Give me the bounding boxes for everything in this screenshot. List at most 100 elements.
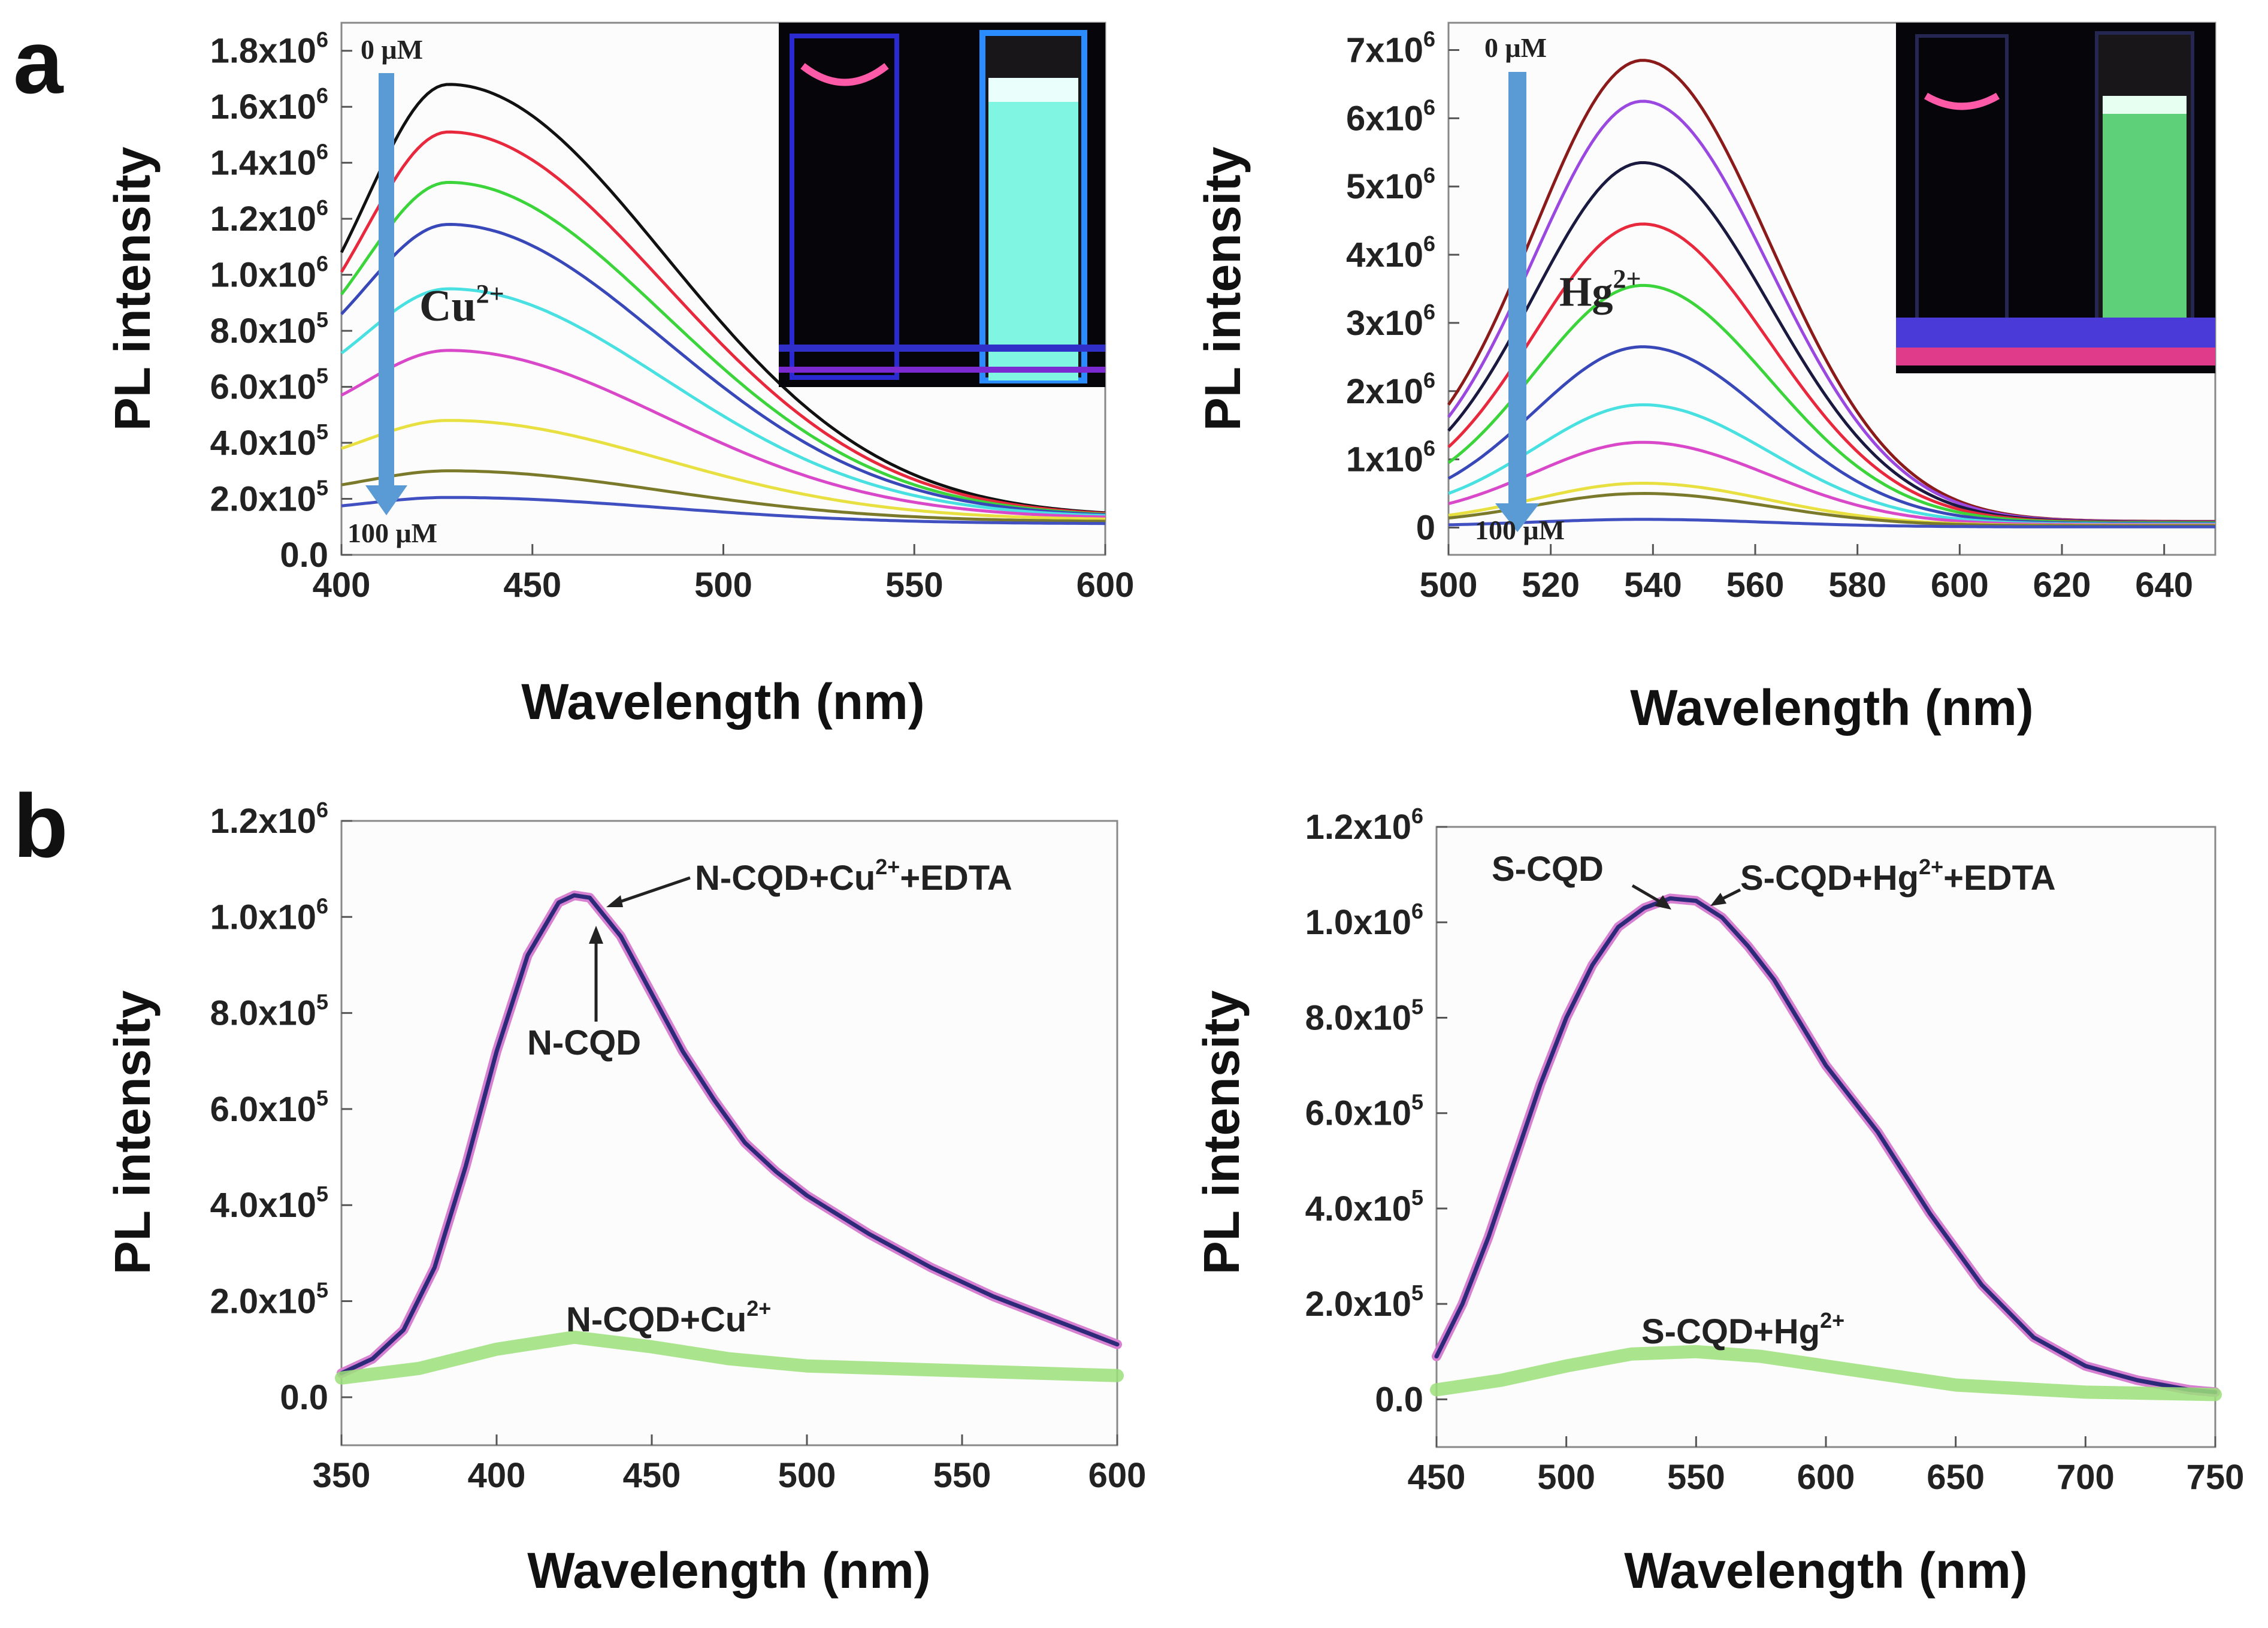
x-axis-title: Wavelength (nm) [1630, 679, 2034, 736]
x-tick-label: 700 [2057, 1458, 2115, 1497]
y-tick-label: 1.8x106 [210, 28, 328, 71]
y-tick-label: 2.0x105 [210, 1278, 328, 1321]
panel-letter-a: a [13, 11, 64, 112]
annotation-top: 0 μM [1484, 32, 1547, 63]
y-tick-label: 1x106 [1346, 436, 1435, 479]
y-tick-label: 6x106 [1346, 95, 1435, 138]
y-tick-label: 1.2x106 [210, 798, 328, 841]
cuvette-inset-photo [1896, 23, 2215, 373]
annotation-ncqd-cu-edta: N-CQD+Cu2++EDTA [695, 854, 1012, 898]
x-tick-label: 550 [933, 1456, 991, 1495]
y-tick-label: 1.4x106 [210, 140, 328, 183]
y-axis-title: PL intensity [104, 146, 161, 431]
y-tick-label: 1.0x106 [1305, 899, 1423, 942]
series-line [340, 130, 1106, 515]
ion-label: Cu2+ [419, 279, 504, 331]
annotation-ncqd-cu: N-CQD+Cu2+ [566, 1296, 771, 1339]
y-tick-label: 2.0x105 [210, 476, 328, 519]
series-line-2 [1434, 896, 2218, 1394]
x-axis-title: Wavelength (nm) [521, 673, 925, 730]
chart-a-hg: 500 520 540 560 580 600 620 640 0 1x106 2x106 3x1… [1195, 22, 2216, 736]
y-tick-label: 1.2x106 [210, 195, 328, 238]
series-line [340, 287, 1106, 518]
chart-a-cu: 400 450 500 550 600 0.0 2.0x105 4.0x105 6.0x10… [104, 22, 1135, 730]
x-tick-label: 520 [1522, 566, 1580, 605]
y-tick-label: 0.0 [280, 536, 328, 575]
x-tick-label: 580 [1828, 566, 1886, 605]
y-tick-label: 0.0 [280, 1378, 328, 1417]
plot-frame [340, 820, 1118, 1446]
series-curves [340, 83, 1106, 525]
y-tick-label: 0 [1416, 508, 1435, 547]
x-tick-label: 560 [1726, 566, 1785, 605]
x-tick-label: 600 [1797, 1458, 1855, 1497]
y-tick-label: 6.0x105 [210, 1086, 328, 1129]
plot-frame [1435, 826, 2216, 1448]
series-line [340, 349, 1106, 519]
x-tick-label: 500 [694, 566, 752, 605]
series-line [1448, 518, 2215, 528]
x-tick-label: 600 [1076, 566, 1135, 605]
x-tick-label: 450 [623, 1456, 681, 1495]
y-tick-label: 8.0x105 [1305, 994, 1423, 1037]
series-line [341, 419, 1106, 521]
x-axis-title: Wavelength (nm) [527, 1542, 931, 1599]
x-tick-label: 650 [1927, 1458, 1985, 1497]
y-tick-label: 6.0x105 [210, 364, 328, 407]
annotation-scqd: S-CQD [1492, 850, 1604, 889]
series-line-3 [335, 1330, 1124, 1385]
annotation-scqd-hg-edta: S-CQD+Hg2++EDTA [1740, 854, 2056, 898]
annotation-pointers [1631, 884, 1741, 910]
y-tick-label: 5x106 [1346, 163, 1435, 206]
x-tick-label: 400 [468, 1456, 526, 1495]
y-tick-label: 4.0x105 [1305, 1185, 1423, 1228]
series-curves [1430, 893, 2222, 1402]
annotation-pointers [589, 876, 691, 1022]
y-tick-label: 1.0x106 [210, 252, 328, 295]
series-line [340, 222, 1106, 517]
y-tick-label: 4x106 [1346, 231, 1435, 274]
chart-b-ncqd: 350 400 450 500 550 600 0.0 2.0x105 4.0x105 6.0… [104, 798, 1146, 1599]
series-curves [335, 890, 1124, 1385]
y-tick-label: 7x106 [1346, 27, 1435, 70]
annotation-top: 0 μM [361, 34, 423, 65]
series-curves [1447, 59, 2216, 528]
annotation-ncqd: N-CQD [527, 1023, 641, 1062]
x-tick-label: 450 [1408, 1458, 1466, 1497]
x-tick-label: 500 [1537, 1458, 1595, 1497]
cuvette-inset-photo [779, 23, 1105, 387]
x-tick-label: 550 [1667, 1458, 1725, 1497]
y-tick-label: 2.0x105 [1305, 1280, 1423, 1324]
y-tick-label: 4.0x105 [210, 419, 328, 463]
y-tick-label: 8.0x105 [210, 307, 328, 351]
axis-ticks: 400 450 500 550 600 0.0 2.0x105 4.0x105 6.0x10… [210, 28, 1135, 605]
x-tick-label: 500 [1420, 566, 1478, 605]
series-line [341, 496, 1106, 525]
ion-label: Hg2+ [1559, 264, 1641, 315]
concentration-arrow [1495, 72, 1540, 532]
y-tick-label: 2x106 [1346, 368, 1435, 411]
annotation-bottom: 100 μM [347, 518, 437, 548]
panel-letter-b: b [13, 775, 68, 876]
x-tick-label: 750 [2187, 1458, 2245, 1497]
axis-ticks: 350 400 450 500 550 600 0.0 2.0x105 4.0x105 6.0… [210, 798, 1147, 1495]
series-line [340, 180, 1106, 516]
x-tick-label: 500 [778, 1456, 836, 1495]
y-tick-label: 0.0 [1375, 1380, 1423, 1419]
series-line-3 [1430, 1345, 2222, 1402]
x-tick-label: 350 [313, 1456, 371, 1495]
x-tick-label: 400 [313, 566, 371, 605]
x-axis-title: Wavelength (nm) [1624, 1542, 2028, 1599]
y-axis-title: PL intensity [1193, 990, 1250, 1274]
series-line-2 [339, 893, 1120, 1376]
x-tick-label: 550 [885, 566, 944, 605]
y-tick-label: 4.0x105 [210, 1182, 328, 1225]
y-tick-label: 1.6x106 [210, 83, 328, 126]
annotation-scqd-hg: S-CQD+Hg2+ [1641, 1308, 1844, 1351]
y-tick-label: 6.0x105 [1305, 1090, 1423, 1133]
annotation-bottom: 100 μM [1475, 515, 1565, 545]
y-tick-label: 1.0x106 [210, 893, 328, 937]
